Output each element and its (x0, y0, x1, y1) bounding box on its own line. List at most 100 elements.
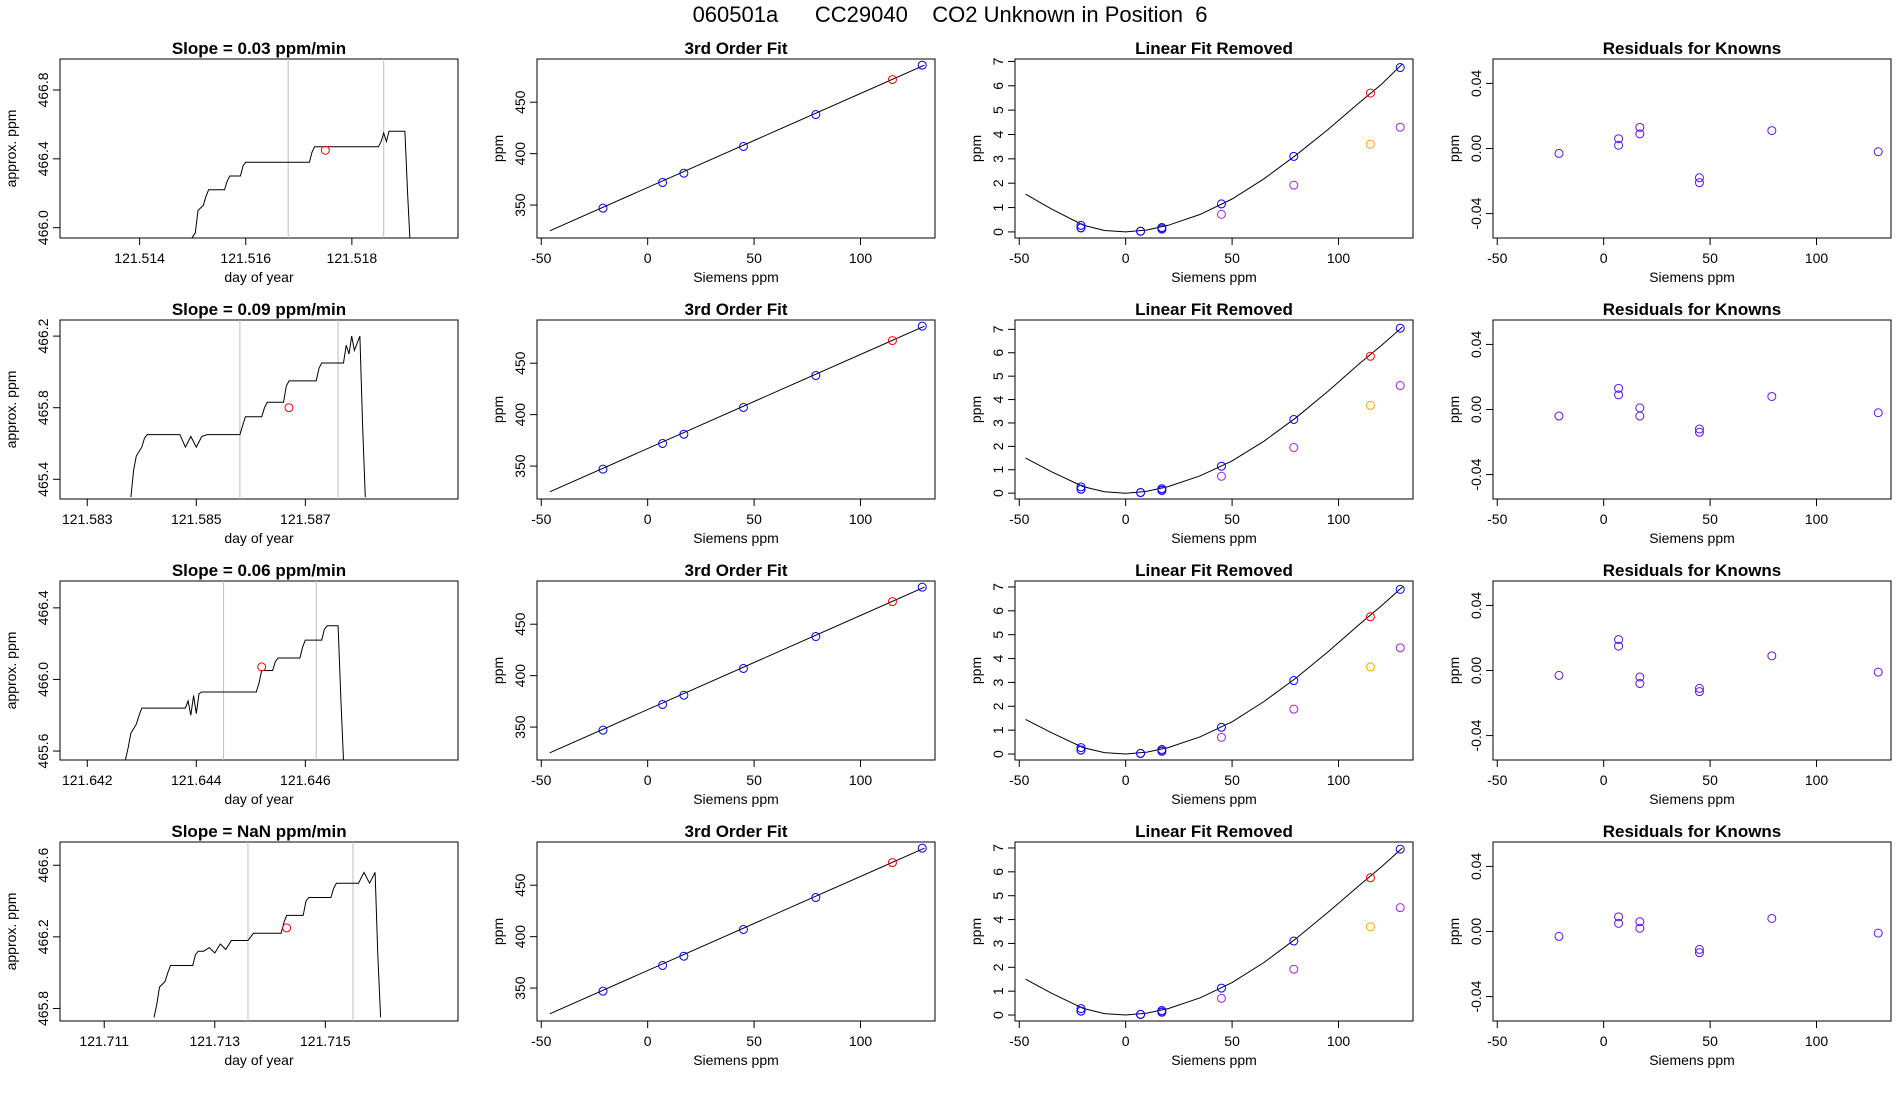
data-layer (549, 843, 927, 1015)
panel-fit-row3: 3rd Order Fit -50 0 50 100 Siemens ppm 350 400 4… (490, 561, 936, 807)
residual-point (1614, 383, 1624, 393)
panel-residuals-row1: Residuals for Knowns -50 0 50 100 Siemens ppm… (1446, 39, 1892, 285)
x-tick-label: 121.715 (300, 1033, 351, 1049)
residual-point (1554, 148, 1564, 158)
linear-point (1289, 443, 1299, 453)
panel-title: 3rd Order Fit (685, 39, 788, 58)
known-point (1289, 151, 1299, 161)
sample-point (1365, 922, 1375, 932)
x-tick-label: 50 (1224, 772, 1240, 788)
panel-title: Slope = 0.09 ppm/min (172, 300, 346, 319)
known-point (917, 60, 927, 70)
x-axis-label: Siemens ppm (1171, 791, 1257, 807)
y-tick-label: 3 (990, 939, 1006, 947)
x-tick-label: 0 (1122, 511, 1130, 527)
x-tick-label: -50 (1009, 1033, 1029, 1049)
known-point (738, 141, 748, 151)
unknown-mean-point (282, 923, 292, 933)
x-axis-label: Siemens ppm (693, 1052, 779, 1068)
residual-point (1873, 147, 1883, 157)
y-tick-label: 450 (512, 90, 528, 114)
x-axis-label: Siemens ppm (1171, 269, 1257, 285)
panel-fit-row4: 3rd Order Fit -50 0 50 100 Siemens ppm 350 400 4… (490, 822, 936, 1068)
y-tick-label: 7 (990, 325, 1006, 333)
y-tick-label: 1 (990, 466, 1006, 474)
known-point (679, 168, 689, 178)
plot-frame (59, 841, 459, 1022)
y-tick-label: 0.00 (1468, 657, 1484, 684)
x-axis-label: day of year (224, 269, 294, 285)
y-tick-label: 6 (990, 82, 1006, 90)
panel-title: 3rd Order Fit (685, 300, 788, 319)
x-tick-label: 121.713 (189, 1033, 240, 1049)
known-point (598, 725, 608, 735)
y-tick-label: 1 (990, 726, 1006, 734)
panel-time-series-row4: Slope = NaN ppm/min 121.711 121.713 121.715… (3, 822, 459, 1068)
known-point (1136, 1009, 1146, 1019)
x-tick-label: 50 (746, 772, 762, 788)
panel-title: Linear Fit Removed (1135, 300, 1293, 319)
page-title: 060501a CC29040 CO2 Unknown in Position … (692, 2, 1208, 27)
y-tick-label: 0.00 (1468, 135, 1484, 162)
y-axis-label: ppm (490, 657, 506, 684)
y-tick-label: 3 (990, 155, 1006, 163)
known-point (679, 951, 689, 961)
residual-point (1635, 923, 1645, 933)
residual-point (1614, 641, 1624, 651)
plot-frame (1014, 58, 1414, 239)
y-tick-label: 5 (990, 892, 1006, 900)
x-axis-label: day of year (224, 1052, 294, 1068)
y-tick-label: 350 (512, 454, 528, 478)
x-tick-label: 0 (644, 772, 652, 788)
residual-point (1694, 687, 1704, 697)
x-tick-label: 0 (644, 250, 652, 266)
data-layer (1554, 635, 1883, 697)
x-tick-label: -50 (531, 511, 551, 527)
y-tick-label: 3 (990, 419, 1006, 427)
y-tick-label: 465.6 (35, 733, 51, 768)
plot-frame (1492, 580, 1892, 761)
residual-point (1767, 391, 1777, 401)
panel-residuals-row3: Residuals for Knowns -50 0 50 100 Siemens ppm… (1446, 561, 1892, 807)
linear-point (1289, 180, 1299, 190)
x-tick-label: 100 (1805, 250, 1829, 266)
data-layer (191, 59, 411, 238)
known-point (738, 402, 748, 412)
plot-frame (1492, 58, 1892, 239)
x-tick-label: 50 (746, 250, 762, 266)
known-point (1289, 936, 1299, 946)
known-point (1289, 676, 1299, 686)
y-tick-label: 400 (512, 142, 528, 166)
data-layer (549, 321, 927, 493)
y-tick-label: 466.4 (35, 141, 51, 176)
residual-point (1635, 129, 1645, 139)
y-tick-label: 7 (990, 57, 1006, 65)
x-tick-label: -50 (1487, 250, 1507, 266)
y-tick-label: 0.04 (1468, 853, 1484, 880)
residual-point (1694, 178, 1704, 188)
y-tick-label: -0.04 (1468, 458, 1484, 490)
y-axis-label: ppm (490, 396, 506, 423)
known-point (811, 893, 821, 903)
y-tick-label: 0.04 (1468, 592, 1484, 619)
y-axis-label: ppm (968, 135, 984, 162)
known-point (679, 429, 689, 439)
y-tick-label: 0.00 (1468, 396, 1484, 423)
y-tick-label: 0.04 (1468, 331, 1484, 358)
y-axis-label: approx. ppm (3, 632, 19, 710)
y-tick-label: 350 (512, 715, 528, 739)
panel-title: 3rd Order Fit (685, 561, 788, 580)
x-tick-label: 50 (1702, 250, 1718, 266)
linear-point (1216, 209, 1226, 219)
y-axis-label: ppm (490, 918, 506, 945)
residual-point (1694, 173, 1704, 183)
fit-line (549, 325, 925, 493)
x-tick-label: 100 (1805, 1033, 1829, 1049)
x-axis-label: Siemens ppm (1649, 530, 1735, 546)
unknown-point (1365, 873, 1375, 883)
residual-point (1694, 683, 1704, 693)
panel-linear-removed-row4: Linear Fit Removed -50 0 50 100 Siemens ppm 0 1… (968, 822, 1414, 1068)
panel-time-series-row2: Slope = 0.09 ppm/min 121.583 121.585 121.58… (3, 300, 459, 546)
panel-title: Linear Fit Removed (1135, 39, 1293, 58)
